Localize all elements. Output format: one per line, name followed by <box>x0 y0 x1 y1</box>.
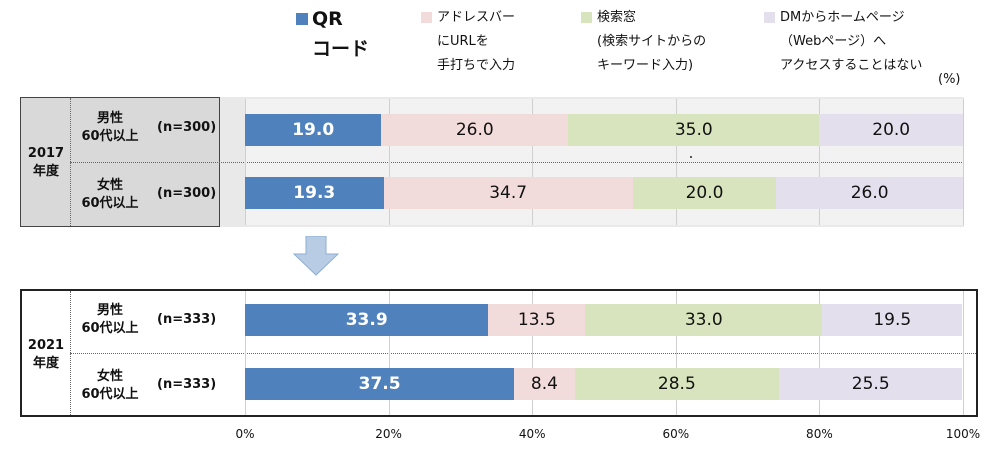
legend-label-search-line-2: (検索サイトからの <box>597 34 707 49</box>
year-label-2017-line-2: 年度 <box>32 164 59 179</box>
bar-label-2017-female-dm: 26.0 <box>850 183 889 203</box>
bar-segment-2021-female-dm: 25.5 <box>779 368 963 400</box>
legend-label-search-line-3: キーワード入力) <box>597 58 694 73</box>
bar-segment-2017-female-qr: 19.3 <box>245 177 384 209</box>
year-label-2021-line-2: 年度 <box>32 356 59 371</box>
bar-segment-2017-female-url: 34.7 <box>383 177 633 209</box>
legend-label-dm-line-3: アクセスすることはない <box>780 58 923 73</box>
legend-label-dm-line-1: DMからホームページ <box>780 10 905 25</box>
bar-label-2017-male-dm: 20.0 <box>872 120 911 140</box>
group-2021-female-name: 女性 60代以上 <box>70 368 150 404</box>
bar-segment-2017-female-search: 20.0 <box>632 177 777 209</box>
bar-label-2017-female-search: 20.0 <box>685 183 724 203</box>
panel-2021-divider-horizontal <box>70 353 976 354</box>
legend-label-dm-line-2: （Webページ）へ <box>780 34 887 49</box>
panel-2017-divider-horizontal <box>70 162 964 163</box>
gridline-80-panel-2 <box>819 291 821 415</box>
gridline-60-panel-1 <box>675 99 677 225</box>
unit-label: (%) <box>938 72 961 87</box>
bar-segment-2021-male-url: 13.5 <box>488 304 586 336</box>
bar-label-2021-female-dm: 25.5 <box>851 374 890 394</box>
gridline-40-panel-2 <box>532 291 534 415</box>
bar-label-2021-female-qr: 37.5 <box>358 374 401 394</box>
group-2017-male-name: 男性 60代以上 <box>70 110 150 146</box>
legend-swatch-search <box>581 12 592 23</box>
legend-swatch-qr <box>296 13 308 25</box>
gridline-100-panel-2 <box>963 291 964 415</box>
legend-label-qr-line-2: コード <box>312 38 370 60</box>
gridline-20-panel-1 <box>388 99 390 225</box>
legend-label-qr-line-1: QR <box>312 8 343 30</box>
x-tick-label: 40% <box>518 427 546 441</box>
bar-segment-2017-female-dm: 26.0 <box>776 177 963 209</box>
gridline-40-panel-1 <box>532 99 534 225</box>
bar-label-2017-male-search: 35.0 <box>674 120 713 140</box>
x-tick-label: 0% <box>235 427 255 441</box>
bar-label-2021-female-search: 28.5 <box>657 374 696 394</box>
bar-segment-2021-male-search: 33.0 <box>585 304 823 336</box>
legend-item-search: 検索窓 (検索サイトからの キーワード入力) <box>581 6 707 78</box>
bar-segment-2017-male-qr: 19.0 <box>245 114 382 146</box>
legend-item-url: アドレスバー にURLを 手打ちで入力 <box>421 6 516 78</box>
bar-label-2017-male-qr: 19.0 <box>292 120 335 140</box>
legend-label-search-line-1: 検索窓 <box>597 10 637 25</box>
group-2017-male-n: (n=300) <box>157 120 217 135</box>
group-2021-male-name-line-2: 60代以上 <box>81 321 139 336</box>
down-arrow-icon <box>293 236 339 276</box>
legend-label-url-line-2: にURLを <box>437 34 489 49</box>
group-2021-female-name-line-2: 60代以上 <box>81 387 139 402</box>
x-tick-label: 60% <box>662 427 690 441</box>
x-tick-label: 80% <box>806 427 833 441</box>
group-2017-male-name-line-1: 男性 <box>96 111 123 126</box>
legend-swatch-url <box>421 12 432 23</box>
year-label-2017-line-1: 2017 <box>27 146 65 161</box>
legend-swatch-dm <box>764 12 775 23</box>
legend-item-dm: DMからホームページ （Webページ）へ アクセスすることはない <box>764 6 923 78</box>
legend-label-url-line-3: 手打ちで入力 <box>437 58 516 73</box>
bar-label-2021-male-qr: 33.9 <box>345 310 388 330</box>
group-2017-female-n: (n=300) <box>157 186 217 201</box>
group-2017-female-name-line-2: 60代以上 <box>81 196 139 211</box>
bar-segment-2017-male-dm: 20.0 <box>819 114 963 146</box>
year-label-2021: 2021 年度 <box>22 337 70 373</box>
bar-segment-2017-male-search: 35.0 <box>568 114 820 146</box>
gridline-60-panel-2 <box>675 291 677 415</box>
year-label-2021-line-1: 2021 <box>27 338 65 353</box>
legend-item-qr: QR コード <box>296 4 370 64</box>
group-2021-female-name-line-1: 女性 <box>96 369 123 384</box>
x-tick-label: 20% <box>375 427 402 441</box>
group-2021-female-n: (n=333) <box>157 377 217 392</box>
group-2017-female-name: 女性 60代以上 <box>70 177 150 213</box>
group-2021-male-n: (n=333) <box>157 312 217 327</box>
group-2017-female-name-line-1: 女性 <box>96 178 123 193</box>
group-2017-male-name-line-2: 60代以上 <box>81 129 139 144</box>
bar-label-2021-male-dm: 19.5 <box>873 310 912 330</box>
gridline-100-panel-1 <box>963 99 964 225</box>
x-tick-label: 100% <box>945 427 981 441</box>
bar-segment-2017-male-url: 26.0 <box>381 114 569 146</box>
gridline-0-panel-1 <box>245 99 246 225</box>
group-2021-male-name-line-1: 男性 <box>96 303 123 318</box>
bar-segment-2021-male-qr: 33.9 <box>245 304 489 336</box>
gridline-20-panel-2 <box>388 291 390 415</box>
bar-label-2017-male-url: 26.0 <box>455 120 494 140</box>
bar-segment-2021-female-search: 28.5 <box>574 368 780 400</box>
bar-label-2017-female-url: 34.7 <box>489 183 528 203</box>
gridline-80-panel-1 <box>819 99 821 225</box>
bar-label-2021-male-url: 13.5 <box>517 310 556 330</box>
group-2021-male-name: 男性 60代以上 <box>70 302 150 338</box>
stray-dot <box>690 156 692 158</box>
bar-label-2017-female-qr: 19.3 <box>293 183 336 203</box>
legend-label-url-line-1: アドレスバー <box>437 10 516 25</box>
gridline-0-panel-2 <box>245 291 246 415</box>
bar-segment-2021-female-url: 8.4 <box>514 368 575 400</box>
bar-segment-2021-male-dm: 19.5 <box>822 304 963 336</box>
bar-label-2021-male-search: 33.0 <box>684 310 723 330</box>
bar-label-2021-female-url: 8.4 <box>530 374 558 394</box>
year-label-2017: 2017 年度 <box>22 145 70 181</box>
bar-segment-2021-female-qr: 37.5 <box>245 368 515 400</box>
